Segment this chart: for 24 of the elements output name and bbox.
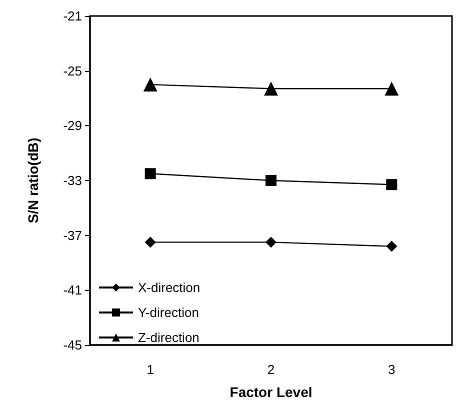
point (144, 168, 156, 180)
y-tick-label: -21 (63, 8, 82, 24)
legend-label: Z-direction (138, 330, 200, 345)
point (266, 236, 276, 248)
point (144, 236, 156, 248)
y-tick-label: -29 (63, 118, 82, 134)
y-tick-label: -37 (63, 228, 82, 243)
y-tick-label: -33 (63, 173, 82, 188)
legend-label: X-direction (138, 280, 200, 295)
y-tick-label: -45 (63, 338, 82, 352)
y-tick-label: -41 (63, 282, 82, 298)
x-tick-label: 3 (388, 362, 396, 377)
x-tick-label: 2 (267, 362, 275, 377)
point (266, 175, 276, 186)
x-tick-label: 1 (146, 362, 154, 377)
point (143, 78, 158, 92)
point (264, 82, 278, 96)
legend-label: Y-direction (138, 305, 199, 320)
x-axis-title: Factor Level (230, 384, 312, 400)
point (386, 179, 398, 190)
point (386, 240, 398, 252)
y-axis-title: S/N ratio(dB) (25, 138, 41, 224)
y-tick-label: -25 (63, 63, 82, 78)
point (384, 82, 399, 96)
